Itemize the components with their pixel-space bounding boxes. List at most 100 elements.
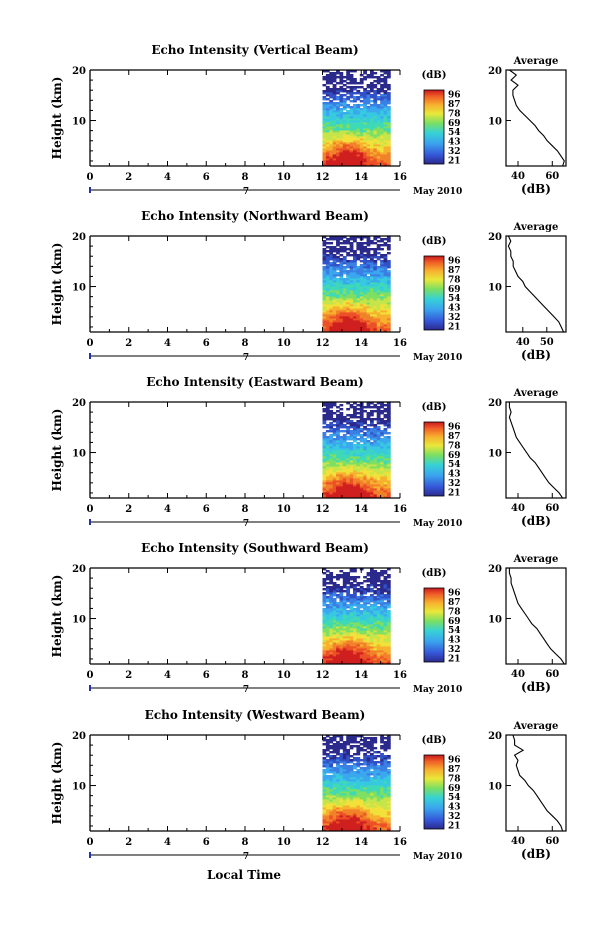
heatmap-cell	[342, 114, 347, 117]
heatmap-cell	[380, 74, 384, 77]
heatmap-cell	[339, 638, 344, 641]
heatmap-cell	[342, 442, 347, 445]
heatmap-cell	[386, 402, 391, 405]
heatmap-cell	[322, 743, 327, 746]
heatmap-cell	[386, 276, 391, 279]
heatmap-cell	[342, 282, 347, 285]
heatmap-cell	[363, 250, 367, 253]
heatmap-cell	[383, 100, 388, 103]
heatmap-cell	[346, 598, 351, 601]
heatmap-cell	[383, 308, 388, 311]
heatmap-cell	[369, 648, 374, 651]
heatmap-cell	[383, 320, 388, 323]
heatmap-cell	[373, 92, 378, 95]
heatmap-cell	[322, 98, 327, 101]
heatmap-cell	[356, 308, 361, 311]
heatmap-cell	[356, 412, 361, 415]
heatmap-cell	[346, 462, 351, 465]
heatmap-cell	[322, 106, 327, 109]
heatmap-cell	[359, 406, 364, 409]
heatmap-cell	[356, 158, 361, 161]
heatmap-cell	[336, 406, 340, 409]
heatmap-cell	[366, 618, 371, 621]
heatmap-cell	[376, 116, 381, 119]
heatmap-cell	[346, 753, 351, 756]
heatmap-cell	[332, 320, 337, 323]
heatmap-cell	[353, 642, 357, 645]
heatmap-cell	[353, 578, 357, 581]
heatmap-cell	[336, 430, 340, 433]
heatmap-cell	[366, 130, 371, 133]
heatmap-cell	[342, 805, 347, 808]
heatmap-cell	[366, 803, 371, 806]
heatmap-cell	[376, 90, 381, 93]
heatmap-cell	[332, 658, 337, 661]
colorbar-tick-label: 69	[448, 451, 461, 461]
heatmap-cell	[380, 418, 384, 421]
heatmap-cell	[386, 490, 391, 493]
heatmap-cell	[363, 592, 367, 595]
heatmap-cell	[332, 108, 337, 111]
heatmap-cell	[386, 787, 391, 790]
heatmap-cell	[366, 322, 371, 325]
heatmap-cell	[336, 164, 340, 167]
heatmap-cell	[359, 630, 364, 633]
heatmap-cell	[339, 486, 344, 489]
heatmap-cell	[373, 318, 378, 321]
heatmap-cell	[349, 248, 354, 251]
heatmap-cell	[332, 90, 337, 93]
heatmap-cell	[366, 286, 371, 289]
heatmap-cell	[353, 430, 357, 433]
heatmap-cell	[376, 406, 381, 409]
colorbar-tick-label: 96	[448, 91, 461, 101]
heatmap-cell	[332, 128, 337, 131]
heatmap-cell	[373, 100, 378, 103]
heatmap-cell	[346, 811, 351, 814]
heatmap-cell	[386, 741, 391, 744]
heatmap-cell	[363, 434, 367, 437]
heatmap-cell	[356, 130, 361, 133]
heatmap-cell	[349, 444, 354, 447]
heatmap-cell	[369, 328, 374, 331]
heatmap-cell	[329, 777, 334, 780]
heatmap-cell	[369, 610, 374, 613]
heatmap-cell	[363, 242, 367, 245]
colorbar-tick-label: 87	[448, 266, 461, 276]
heatmap-cell	[386, 300, 391, 303]
heatmap-cell	[329, 302, 334, 305]
heatmap-cell	[332, 76, 337, 79]
heatmap-cell	[342, 444, 347, 447]
heatmap-cell	[356, 128, 361, 131]
heatmap-cell	[386, 620, 391, 623]
heatmap-cell	[322, 116, 327, 119]
heatmap-cell	[339, 472, 344, 475]
heatmap-cell	[363, 767, 367, 770]
heatmap-cell	[339, 783, 344, 786]
heatmap-cell	[332, 783, 337, 786]
heatmap-cell	[356, 813, 361, 816]
heatmap-cell	[366, 148, 371, 151]
heatmap-cell	[356, 90, 361, 93]
heatmap-cell	[383, 616, 388, 619]
heatmap-cell	[356, 785, 361, 788]
heatmap-cell	[349, 773, 354, 776]
heatmap-cell	[380, 809, 384, 812]
heatmap-cell	[346, 630, 351, 633]
heatmap-cell	[380, 96, 384, 99]
heatmap-cell	[329, 787, 334, 790]
heatmap-cell	[363, 745, 367, 748]
heatmap-cell	[336, 612, 340, 615]
heatmap-cell	[346, 252, 351, 255]
heatmap-cell	[383, 446, 388, 449]
heatmap-cell	[373, 134, 378, 137]
heatmap-cell	[336, 490, 340, 493]
heatmap-cell	[342, 328, 347, 331]
heatmap-cell	[353, 252, 357, 255]
heatmap-cell	[359, 480, 364, 483]
heatmap-cell	[322, 298, 327, 301]
heatmap-cell	[383, 298, 388, 301]
heatmap-cell	[336, 122, 340, 125]
heatmap-cell	[329, 318, 334, 321]
heatmap-cell	[339, 612, 344, 615]
heatmap-cell	[359, 138, 364, 141]
